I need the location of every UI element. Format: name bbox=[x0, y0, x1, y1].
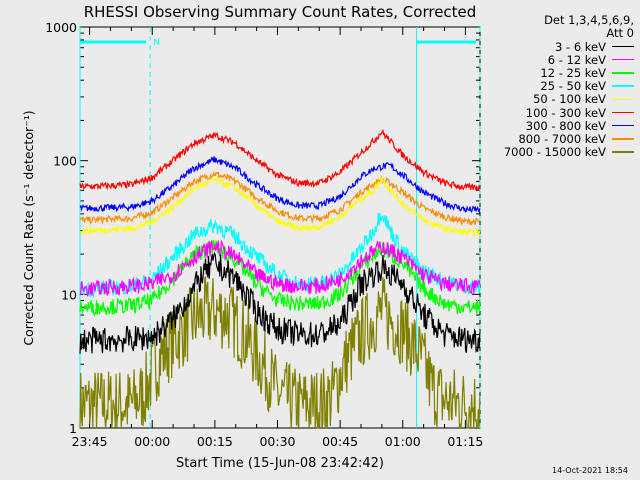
x-tick-label: 01:00 bbox=[385, 434, 421, 449]
legend-item-label: 100 - 300 keV bbox=[525, 105, 606, 120]
legend-swatch bbox=[612, 85, 634, 87]
series-line-12to25keV bbox=[79, 239, 481, 318]
legend-item: 300 - 800 keV bbox=[488, 118, 636, 133]
y-axis-label: Corrected Count Rate (s⁻¹ detector⁻¹) bbox=[21, 110, 36, 345]
x-tick-label: 00:15 bbox=[197, 434, 233, 449]
legend-item: 7000 - 15000 keV bbox=[488, 145, 636, 160]
series-line-50to100keV bbox=[79, 175, 481, 238]
legend-swatch bbox=[612, 59, 634, 61]
x-axis-label: Start Time (15-Jun-08 23:42:42) bbox=[176, 456, 384, 471]
legend-item-label: 50 - 100 keV bbox=[533, 92, 606, 107]
series-line-7000to15000keV bbox=[79, 275, 481, 430]
legend-swatch bbox=[612, 138, 634, 140]
series-line-300to800keV bbox=[79, 155, 481, 214]
x-tick-label: 23:45 bbox=[72, 434, 108, 449]
x-tick-label: 01:15 bbox=[447, 434, 483, 449]
legend-item-label: 25 - 50 keV bbox=[540, 79, 606, 94]
legend-swatch bbox=[612, 72, 634, 74]
series-line-800to7000keV bbox=[79, 171, 481, 226]
series-line-6to12keV bbox=[79, 239, 481, 297]
legend-header-line-1: Det 1,3,4,5,6,9, bbox=[544, 13, 634, 27]
legend-item: 50 - 100 keV bbox=[488, 92, 636, 107]
series-line-3to6keV bbox=[79, 251, 481, 354]
x-tick-label: 00:45 bbox=[322, 434, 358, 449]
x-tick-label: 00:30 bbox=[259, 434, 295, 449]
legend-item: 25 - 50 keV bbox=[488, 79, 636, 94]
legend-swatch bbox=[612, 125, 634, 127]
legend-item: 3 - 6 keV bbox=[488, 39, 636, 54]
legend-item-label: 800 - 7000 keV bbox=[518, 131, 606, 146]
legend-header-line-2: Att 0 bbox=[606, 26, 634, 40]
plot-frame bbox=[79, 26, 481, 429]
legend-item: 800 - 7000 keV bbox=[488, 131, 636, 146]
legend-item: 12 - 25 keV bbox=[488, 65, 636, 80]
timestamp: 14-Oct-2021 18:54 bbox=[552, 466, 628, 475]
legend-item: 100 - 300 keV bbox=[488, 105, 636, 120]
legend-item-label: 7000 - 15000 keV bbox=[503, 145, 606, 160]
legend-item-label: 6 - 12 keV bbox=[547, 52, 606, 67]
legend-swatch bbox=[612, 98, 634, 101]
y-tick-label: 1000 bbox=[45, 20, 77, 35]
chart-title: RHESSI Observing Summary Count Rates, Co… bbox=[84, 3, 477, 21]
attenuator-bar-label: N bbox=[153, 38, 160, 48]
legend-item-label: 3 - 6 keV bbox=[555, 39, 606, 54]
y-tick-label: 100 bbox=[53, 154, 77, 169]
series-line-100to300keV bbox=[79, 129, 481, 192]
legend-item-label: 12 - 25 keV bbox=[540, 65, 606, 80]
x-tick-label: 00:00 bbox=[134, 434, 170, 449]
legend: Det 1,3,4,5,6,9, Att 0 3 - 6 keV 6 - 12 k… bbox=[488, 14, 636, 159]
y-tick-label: 10 bbox=[61, 287, 77, 302]
y-tick-label: 1 bbox=[69, 421, 77, 436]
legend-swatch bbox=[612, 111, 634, 114]
legend-swatch bbox=[612, 151, 634, 153]
legend-item-label: 300 - 800 keV bbox=[525, 118, 606, 133]
legend-swatch bbox=[612, 45, 634, 48]
legend-item: 6 - 12 keV bbox=[488, 52, 636, 67]
